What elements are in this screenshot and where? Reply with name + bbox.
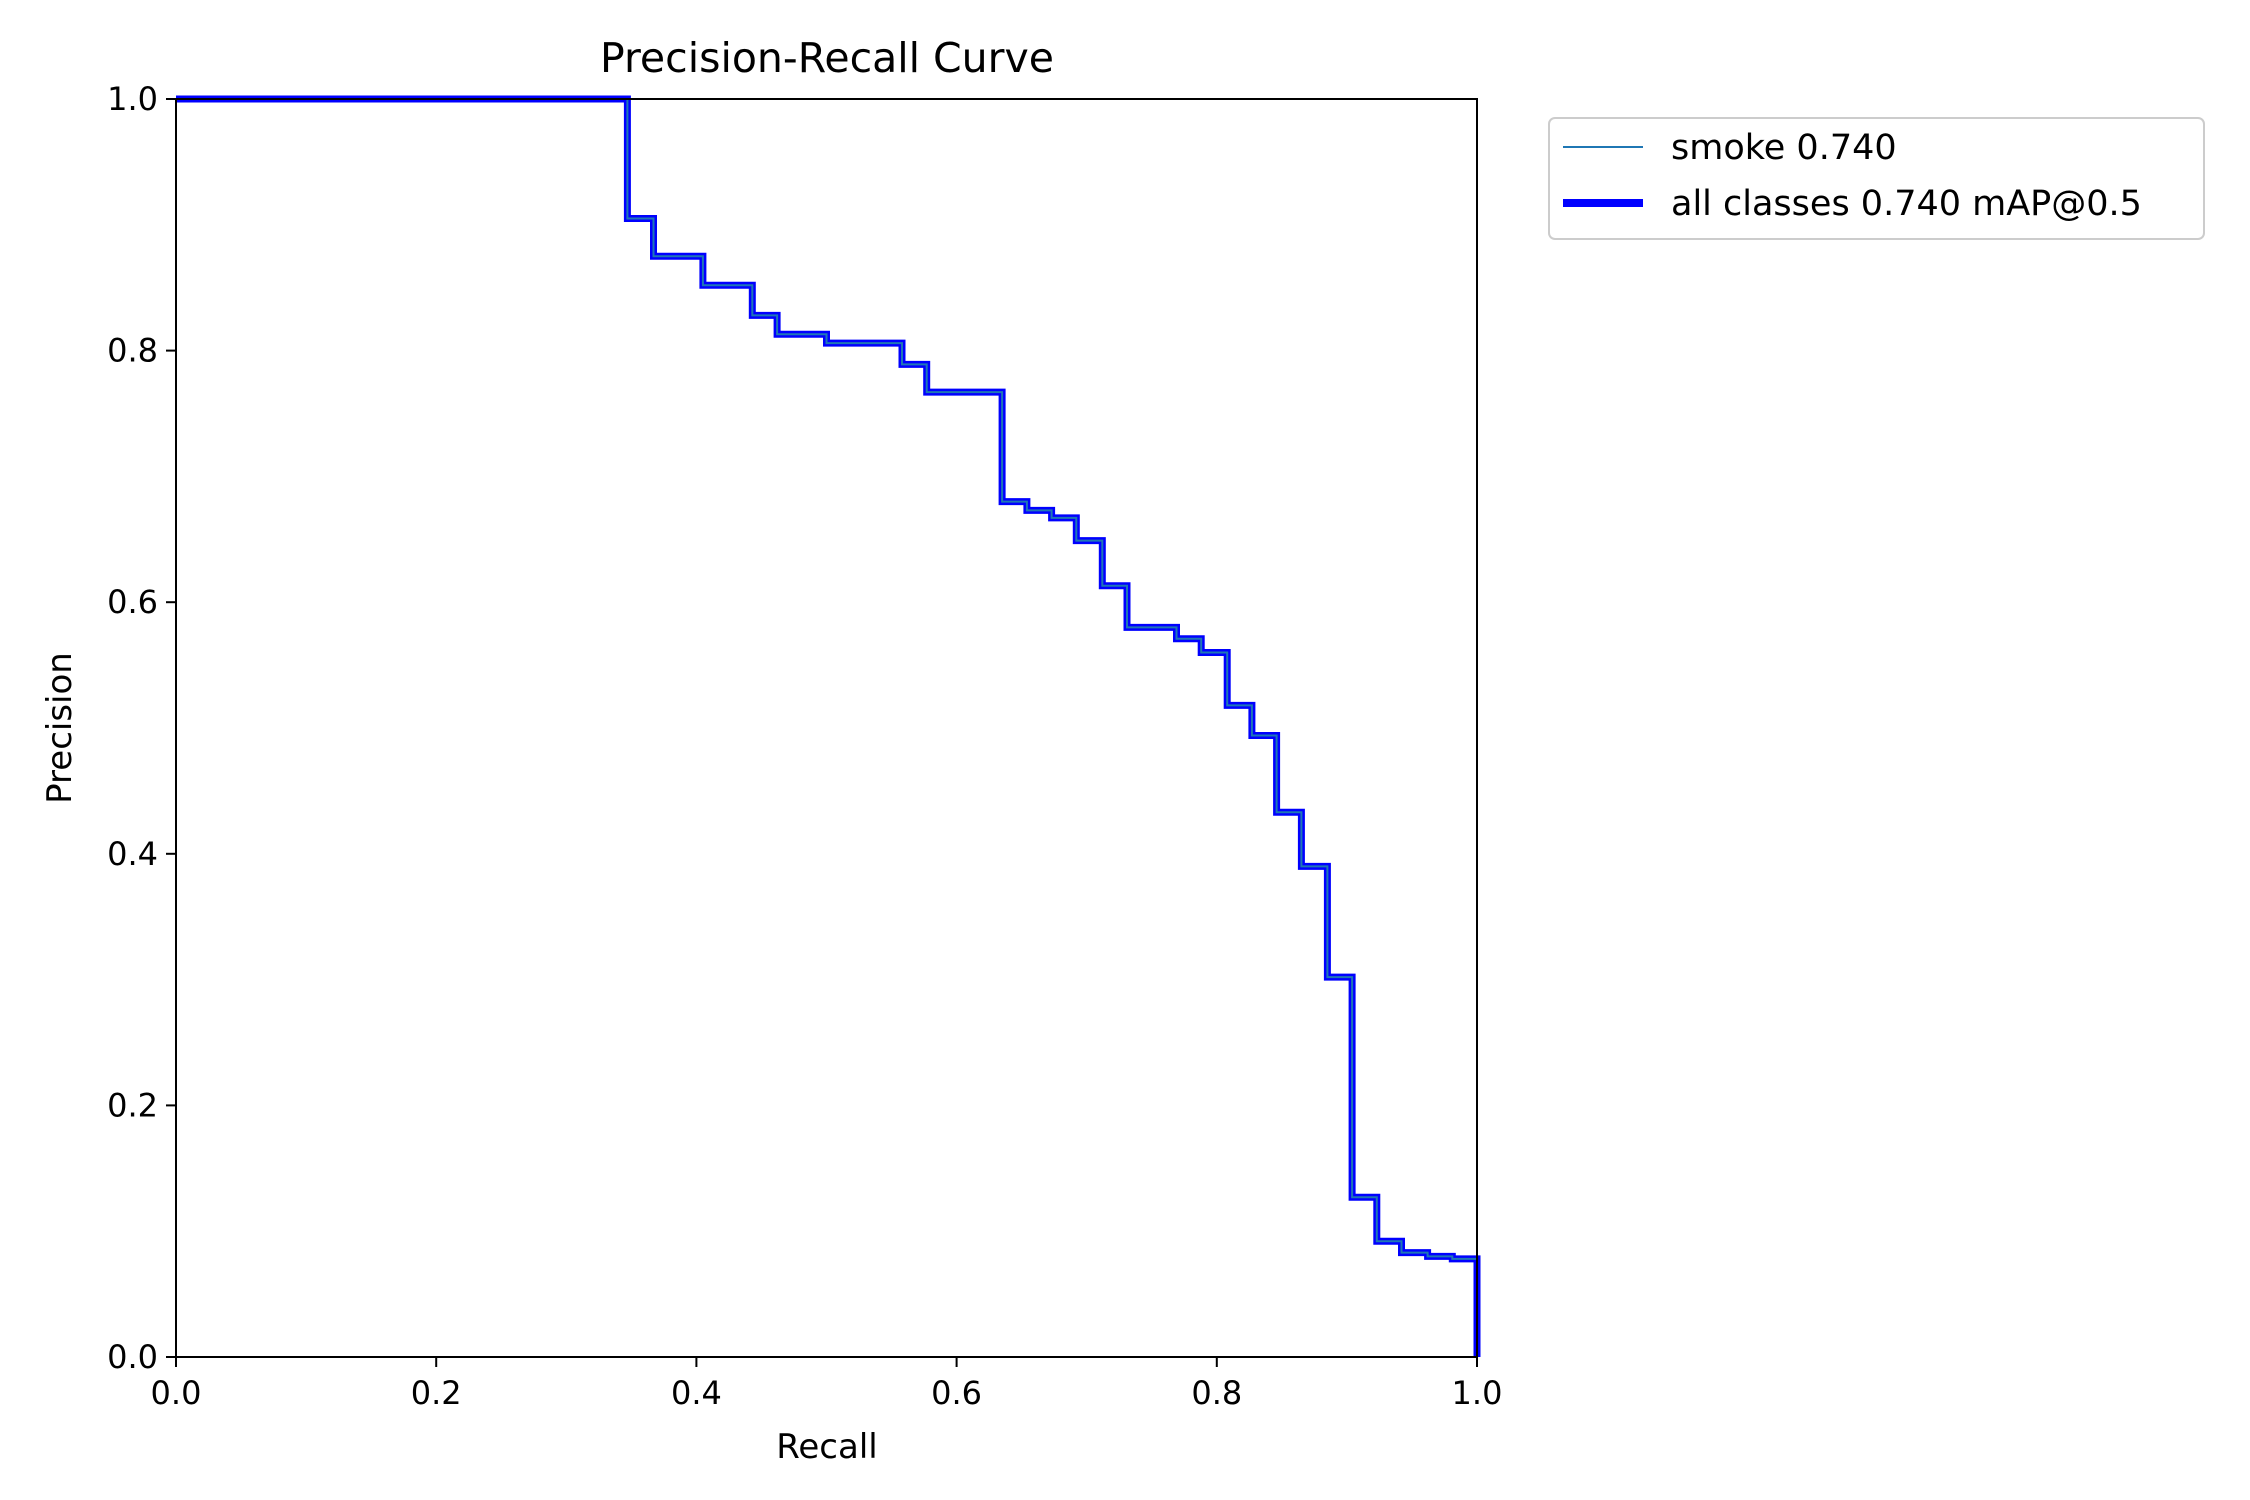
x-tick-label: 0.0	[151, 1374, 202, 1412]
x-tick-label: 0.6	[931, 1374, 982, 1412]
y-tick-label: 1.0	[107, 80, 158, 118]
legend-label-all-classes: all classes 0.740 mAP@0.5	[1671, 184, 2142, 224]
x-tick-label: 0.8	[1191, 1374, 1242, 1412]
y-tick-label: 0.0	[107, 1338, 158, 1376]
y-axis-label: Precision	[40, 652, 80, 804]
chart-title: Precision-Recall Curve	[600, 34, 1054, 82]
y-tick-label: 0.4	[107, 835, 158, 873]
x-tick-label: 0.2	[411, 1374, 462, 1412]
x-axis-ticks: 0.0 0.2 0.4 0.6 0.8 1.0	[151, 1357, 1503, 1412]
plot-frame	[175, 98, 1478, 1358]
legend: smoke 0.740 all classes 0.740 mAP@0.5	[1548, 117, 2205, 240]
series-line-0	[176, 98, 1478, 1357]
y-axis-ticks: 0.0 0.2 0.4 0.6 0.8 1.0	[107, 80, 176, 1376]
x-tick-label: 1.0	[1452, 1374, 1503, 1412]
y-tick-label: 0.6	[107, 583, 158, 621]
series-layer	[176, 95, 1481, 1357]
x-tick-label: 0.4	[671, 1374, 722, 1412]
legend-box	[1548, 117, 2205, 240]
legend-label-smoke: smoke 0.740	[1671, 128, 1897, 168]
y-tick-label: 0.2	[107, 1086, 158, 1124]
y-tick-label: 0.8	[107, 332, 158, 370]
x-axis-label: Recall	[776, 1427, 877, 1467]
